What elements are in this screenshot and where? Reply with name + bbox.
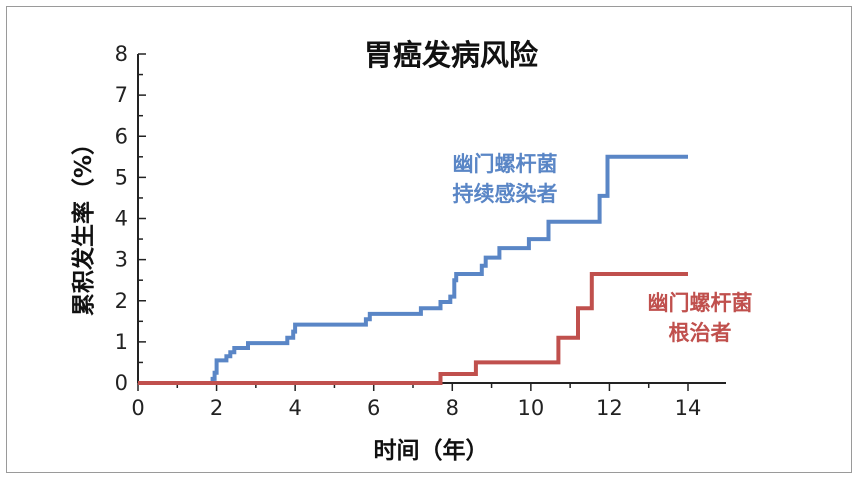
x-tick-label: 14	[675, 396, 702, 420]
y-tick-label: 7	[115, 83, 128, 107]
y-tick-label: 0	[115, 371, 128, 395]
y-tick-label: 8	[115, 42, 128, 66]
y-tick-label: 1	[115, 330, 128, 354]
x-tick-label: 0	[131, 396, 144, 420]
x-axis-title: 时间（年）	[374, 437, 489, 464]
series-label-persistent-infection: 幽门螺杆菌持续感染者	[453, 152, 558, 206]
cumulative-incidence-chart: 胃癌发病风险 时间（年） 累积发生率（%） 0 2 4 6 8 10 12 140123456…	[70, 38, 753, 464]
y-tick-label: 4	[115, 207, 128, 231]
y-tick-label: 2	[115, 289, 128, 313]
y-tick-label: 6	[115, 124, 128, 148]
x-tick-label: 4	[288, 396, 301, 420]
series-label-eradicated: 幽门螺杆菌根治者	[648, 291, 753, 345]
y-tick-label: 5	[115, 165, 128, 189]
x-tick-label: 8	[446, 396, 459, 420]
x-tick-label: 6	[367, 396, 380, 420]
x-tick-label: 10	[517, 396, 544, 420]
chart-frame: 胃癌发病风险 时间（年） 累积发生率（%） 0 2 4 6 8 10 12 14 0 1 2 3 4 5 6…	[6, 6, 852, 473]
series-line-eradicated	[138, 272, 688, 385]
chart-title: 胃癌发病风险	[364, 38, 539, 72]
x-tick-label: 2	[210, 396, 223, 420]
y-axis-title: 累积发生率（%）	[70, 132, 97, 316]
y-tick-label: 3	[115, 248, 128, 272]
x-tick-label: 12	[596, 396, 623, 420]
series-lines	[138, 154, 688, 385]
series-line-persistent-infection	[138, 154, 688, 385]
